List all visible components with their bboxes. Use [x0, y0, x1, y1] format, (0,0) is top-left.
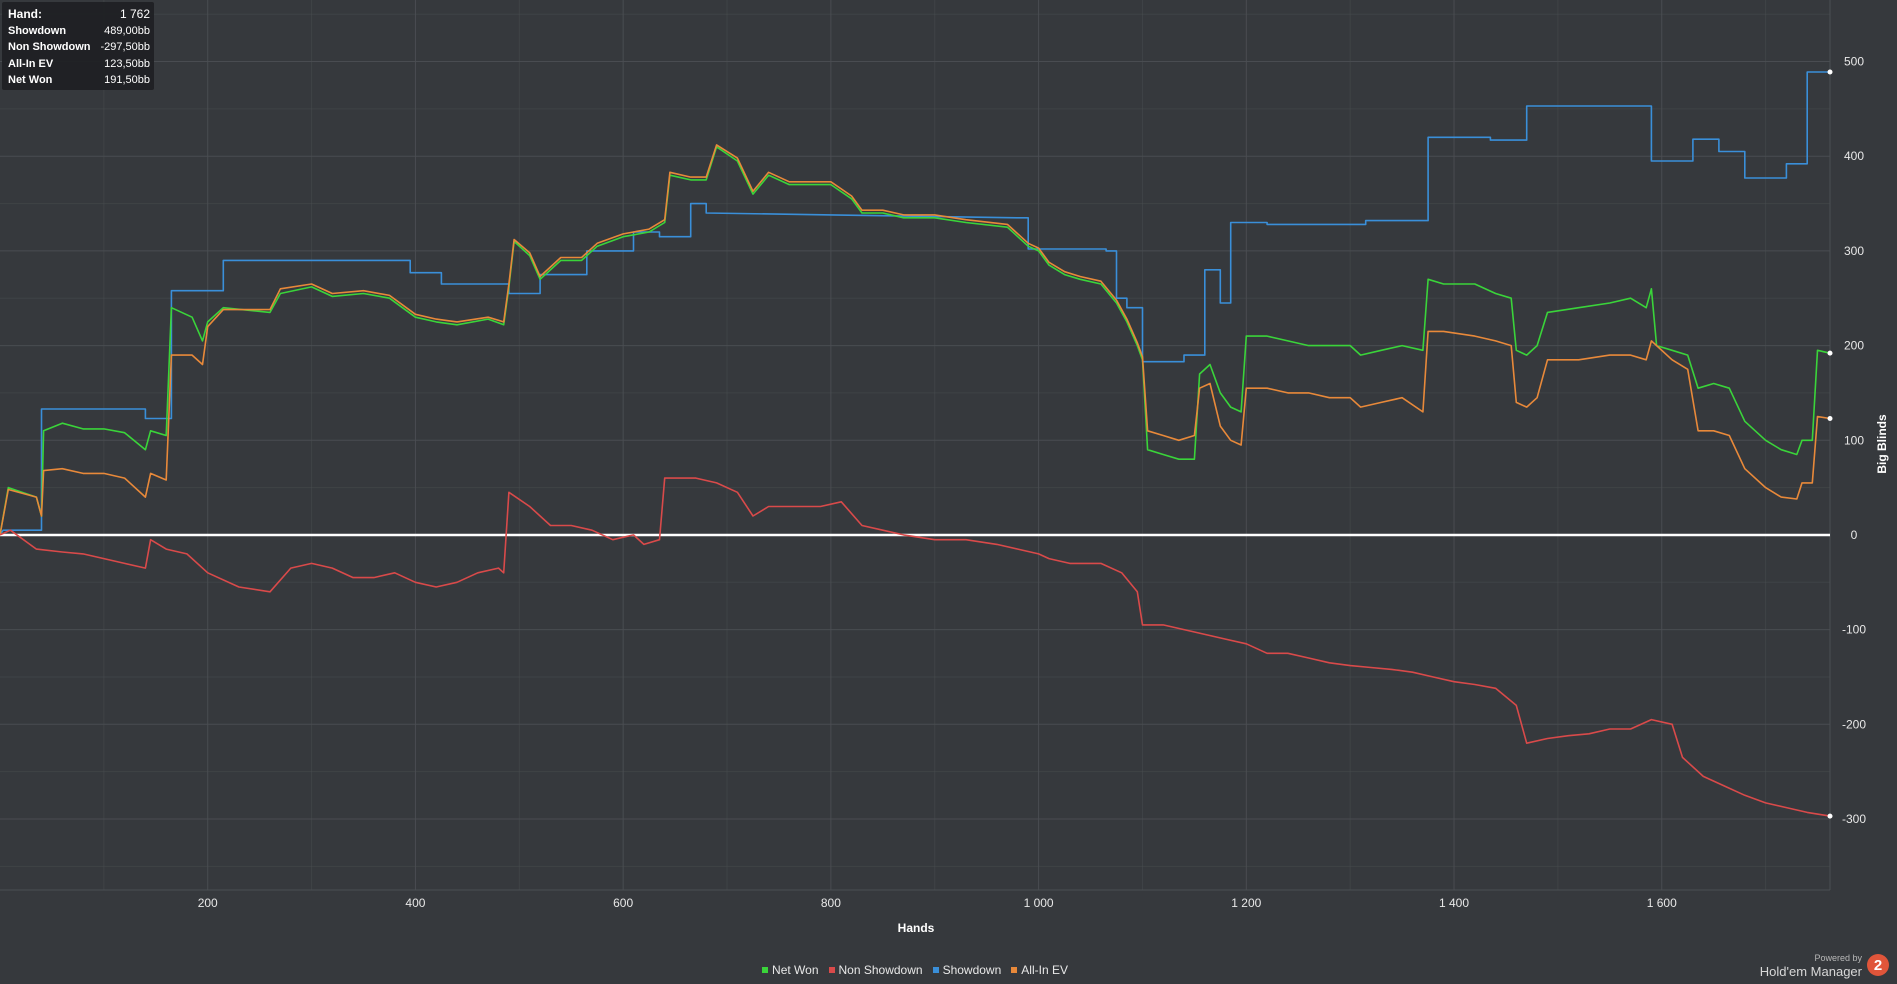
x-tick-label: 1 200 [1231, 896, 1261, 910]
x-tick-label: 600 [613, 896, 633, 910]
legend-swatch-net-won [762, 967, 769, 973]
legend-label-showdown: Showdown [942, 963, 1002, 977]
hand-label: Hand: [8, 7, 42, 21]
info-row-showdown: Showdown 489,00bb [8, 23, 150, 40]
allin-label: All-In EV [8, 57, 54, 70]
endpoint-marker-non-showdown [1827, 813, 1833, 819]
branding: Powered by Hold'em Manager 2 [1760, 952, 1889, 978]
hand-value: 1 762 [119, 7, 150, 21]
nonshowdown-label: Non Showdown [8, 41, 91, 53]
series-line-all-in-ev [0, 144, 1831, 536]
info-row-hand: Hand: 1 762 [8, 6, 150, 23]
y-tick-label: -300 [1842, 812, 1866, 826]
legend-label-net-won: Net Won [772, 963, 819, 977]
y-tick-label: 200 [1844, 339, 1864, 353]
y-tick-label: 500 [1844, 55, 1864, 69]
netwon-value: 191,50bb [104, 74, 150, 86]
x-tick-label: 1 600 [1647, 896, 1677, 910]
showdown-value: 489,00bb [104, 24, 150, 37]
y-axis-title: Big Blinds [1875, 414, 1889, 474]
series-line-net-won [0, 146, 1831, 536]
x-axis-title: Hands [898, 921, 935, 935]
x-tick-label: 800 [821, 896, 841, 910]
legend-label-non-showdown: Non Showdown [838, 963, 923, 977]
product-name: Hold'em Manager [1759, 964, 1862, 979]
y-tick-label: 300 [1844, 244, 1864, 258]
series-endpoints [1827, 69, 1833, 819]
x-tick-label: 400 [405, 896, 425, 910]
y-tick-label: -100 [1842, 623, 1866, 637]
endpoint-marker-net-won [1827, 350, 1833, 356]
legend-item-showdown[interactable]: Showdown [932, 962, 1002, 978]
x-tick-label: 1 000 [1024, 896, 1054, 910]
info-row-netwon: Net Won 191,50bb [8, 72, 150, 89]
series-lines [0, 71, 1831, 817]
legend-item-allin-ev[interactable]: All-In EV [1011, 962, 1068, 978]
legend-swatch-allin-ev [1011, 967, 1018, 973]
info-row-allin: All-In EV 123,50bb [8, 56, 150, 73]
y-tick-label: 400 [1844, 149, 1864, 163]
netwon-label: Net Won [8, 74, 53, 86]
x-tick-label: 1 400 [1439, 896, 1469, 910]
grid [0, 0, 1831, 891]
hm2-logo-icon: 2 [1867, 954, 1889, 976]
y-axis-ticks: -300 -200 -100 0 100 200 300 400 500 [1842, 55, 1866, 826]
branding-text: Powered by Hold'em Manager [1760, 952, 1862, 978]
x-tick-label: 200 [198, 896, 218, 910]
nonshowdown-value: -297,50bb [100, 41, 150, 53]
hover-info-box: Hand: 1 762 Showdown 489,00bb Non Showdo… [2, 2, 154, 90]
legend-label-allin-ev: All-In EV [1021, 963, 1068, 977]
x-axis-ticks: 200 400 600 800 1 000 1 200 1 400 1 600 [198, 896, 1677, 910]
endpoint-marker-showdown [1827, 69, 1833, 75]
allin-value: 123,50bb [104, 57, 150, 70]
powered-by-text: Powered by [1814, 953, 1862, 963]
series-line-showdown [0, 71, 1830, 536]
legend-swatch-showdown [932, 967, 939, 973]
y-tick-label: 100 [1844, 433, 1864, 447]
y-tick-label: -200 [1842, 717, 1866, 731]
endpoint-marker-all-in-ev [1827, 415, 1833, 421]
legend: Net Won Non Showdown Showdown All-In EV [0, 962, 1830, 978]
showdown-label: Showdown [8, 24, 67, 37]
legend-swatch-non-showdown [828, 967, 835, 973]
legend-item-non-showdown[interactable]: Non Showdown [828, 962, 923, 978]
series-line-non-showdown [0, 477, 1831, 817]
y-tick-label: 0 [1851, 528, 1858, 542]
info-row-nonshowdown: Non Showdown -297,50bb [8, 39, 150, 56]
legend-item-net-won[interactable]: Net Won [762, 962, 819, 978]
